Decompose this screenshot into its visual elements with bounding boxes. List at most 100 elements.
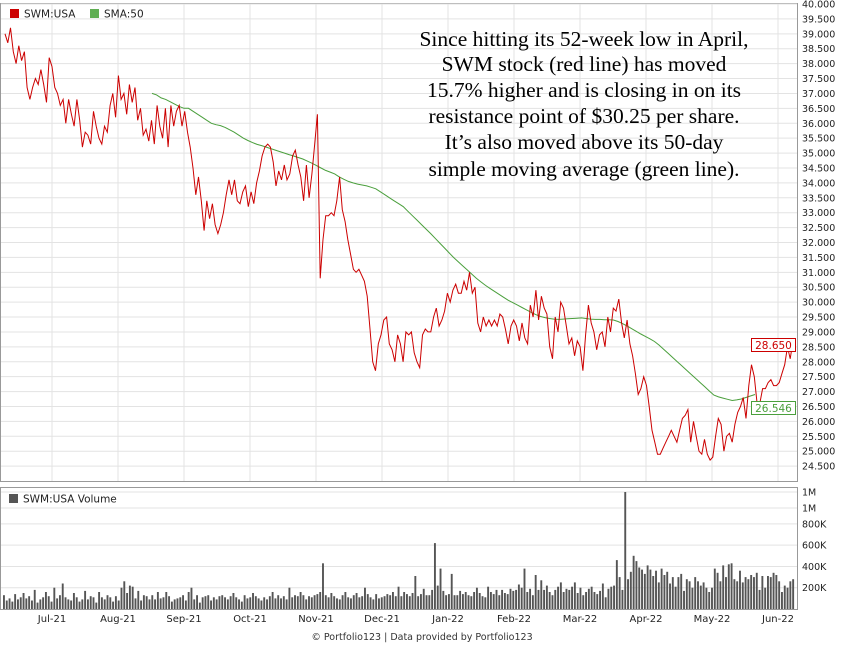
volume-bar <box>512 590 515 609</box>
volume-bar <box>81 599 84 609</box>
volume-bar <box>671 577 674 609</box>
volume-bar <box>78 601 81 609</box>
volume-bar <box>282 596 285 609</box>
volume-bar <box>783 585 786 609</box>
volume-bar <box>557 586 560 609</box>
volume-bar <box>389 595 392 609</box>
volume-bar <box>254 596 257 609</box>
volume-bar <box>562 592 565 609</box>
volume-bar <box>660 568 663 609</box>
price-y-tick: 36.000 <box>802 119 835 130</box>
volume-bar <box>411 593 414 609</box>
volume-bar <box>741 582 744 609</box>
volume-y-tick: 1M <box>802 503 816 514</box>
volume-bar <box>366 594 369 609</box>
volume-bar <box>674 586 677 609</box>
price-y-tick: 37.000 <box>802 89 835 100</box>
volume-bar <box>439 568 442 609</box>
volume-bar <box>294 595 296 609</box>
volume-bar <box>226 599 229 609</box>
volume-bar <box>240 601 243 609</box>
volume-bar <box>291 597 294 609</box>
volume-bar <box>280 598 282 609</box>
volume-bar <box>467 595 470 609</box>
volume-bar <box>607 588 610 609</box>
volume-bar <box>103 599 106 609</box>
volume-bar <box>621 589 624 609</box>
volume-bar <box>694 577 697 609</box>
volume-bar <box>168 596 171 609</box>
volume-bar <box>627 579 629 609</box>
volume-bar <box>657 582 660 609</box>
volume-y-tick: 200K <box>802 583 827 594</box>
volume-bar <box>573 582 576 609</box>
volume-bar <box>114 596 117 609</box>
volume-bar <box>176 598 179 609</box>
volume-bar <box>683 590 685 609</box>
swm-price-line <box>4 27 794 461</box>
volume-bar <box>792 579 795 609</box>
volume-bar <box>44 592 47 609</box>
volume-bar <box>187 592 190 609</box>
volume-bar <box>727 564 730 609</box>
price-y-tick: 25.000 <box>802 447 835 458</box>
volume-bar <box>42 597 45 609</box>
volume-bar <box>232 593 235 609</box>
volume-bar <box>19 597 22 609</box>
price-y-tick: 29.500 <box>802 313 835 324</box>
volume-bar <box>585 592 588 609</box>
volume-bar <box>67 599 70 609</box>
volume-bar <box>30 600 33 609</box>
volume-bar <box>688 581 691 609</box>
volume-bar <box>53 587 56 609</box>
price-y-axis: 24.500 25.000 25.500 26.000 26.500 27.000 27.5… <box>802 0 835 473</box>
volume-bar <box>224 597 226 609</box>
volume-bar <box>126 593 129 609</box>
price-y-tick: 34.000 <box>802 178 835 189</box>
volume-bar <box>587 588 590 609</box>
volume-bar <box>338 599 341 609</box>
annotation-line-4: resistance point of $30.25 per share. <box>428 104 739 128</box>
volume-bar <box>529 588 532 609</box>
volume-bar <box>509 588 512 609</box>
volume-bar <box>100 597 103 609</box>
volume-bar <box>632 555 635 609</box>
volume-bar <box>72 593 75 609</box>
volume-bar <box>302 595 305 609</box>
annotation-line-6: simple moving average (green line). <box>428 157 739 181</box>
volume-bar <box>666 571 669 609</box>
last-price-box <box>751 338 796 352</box>
volume-bar <box>84 590 87 609</box>
annotation-line-3: 15.7% higher and is closing in on its <box>427 78 741 102</box>
volume-bar <box>531 595 534 609</box>
volume-bar <box>604 597 607 609</box>
volume-bar <box>515 589 518 609</box>
legend-volume-label: SWM:USA Volume <box>23 494 117 506</box>
price-y-tick: 24.500 <box>802 462 835 473</box>
price-y-tick: 28.500 <box>802 342 835 353</box>
volume-bar <box>425 595 428 609</box>
volume-bar <box>263 597 266 609</box>
volume-bar <box>378 598 380 609</box>
volume-bar <box>470 596 473 609</box>
volume-bar <box>545 585 548 609</box>
volume-bar <box>506 594 509 609</box>
volume-bar <box>739 570 741 609</box>
volume-bar <box>442 590 445 609</box>
volume-bar <box>277 595 280 609</box>
volume-bar <box>196 595 198 609</box>
volume-bar <box>702 582 705 609</box>
volume-bar <box>475 587 478 609</box>
volume-bar <box>380 597 383 609</box>
volume-bar <box>473 592 476 609</box>
volume-bar <box>618 577 621 609</box>
volume-bar <box>461 594 464 609</box>
volume-bar <box>652 576 655 609</box>
volume-bar <box>316 594 319 609</box>
volume-bar <box>159 598 162 609</box>
annotation-line-5: It’s also moved above its 50-day <box>445 130 724 154</box>
volume-bar <box>305 599 308 609</box>
volume-bar <box>520 587 523 609</box>
volume-bar <box>733 579 736 609</box>
volume-bar <box>56 598 59 609</box>
